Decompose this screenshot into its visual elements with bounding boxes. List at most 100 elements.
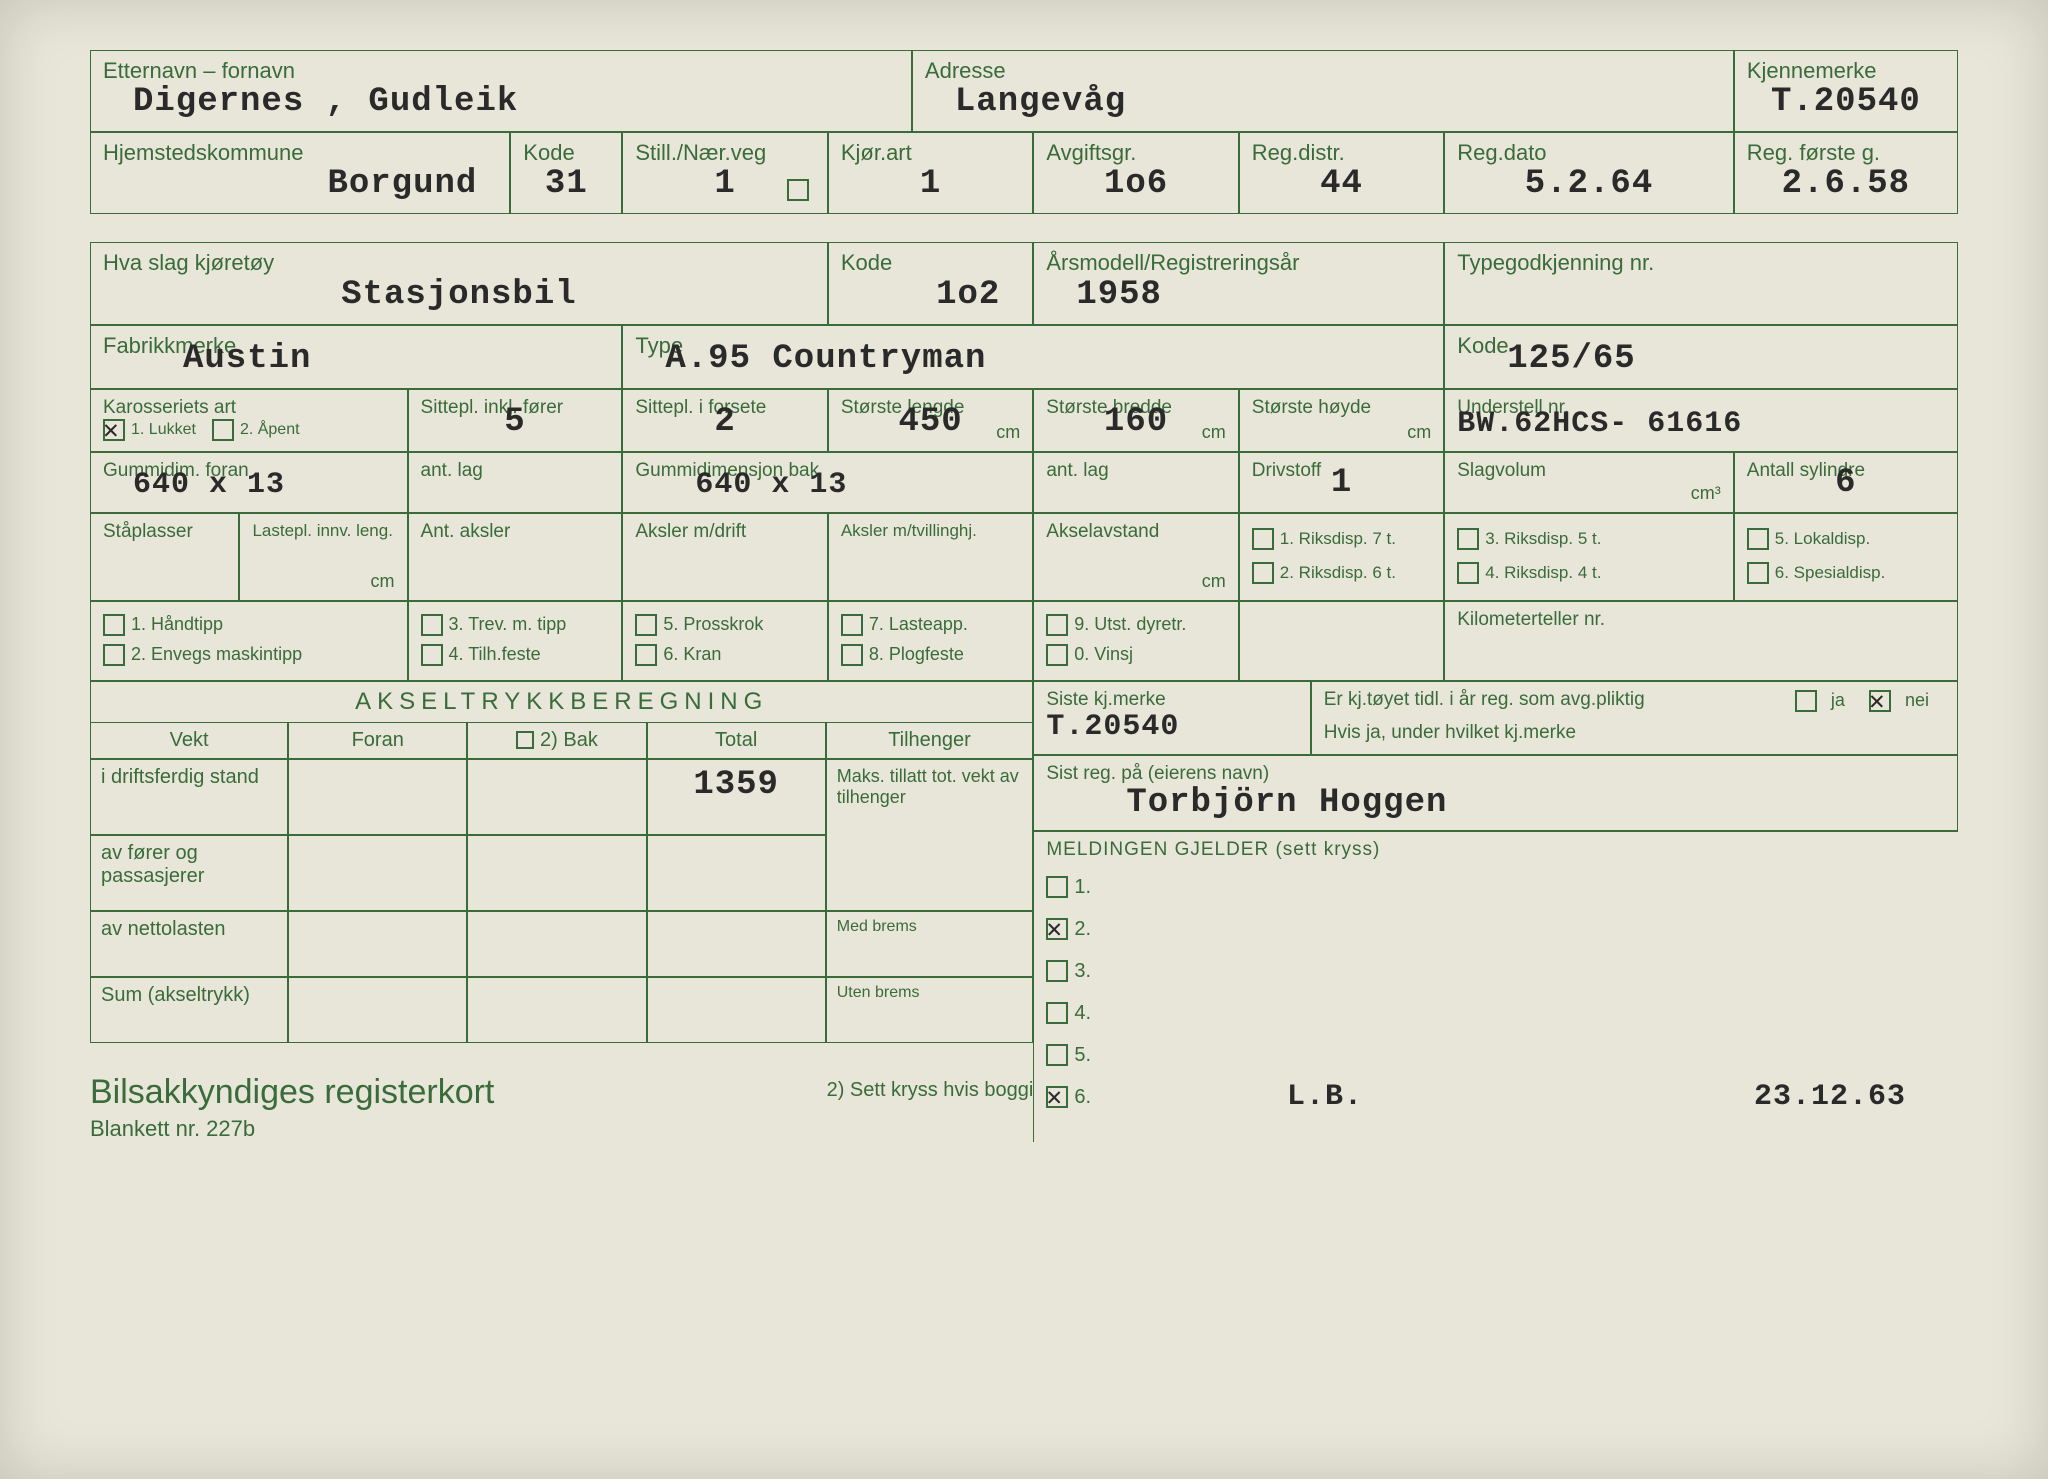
cell-antlagb: ant. lag (1033, 452, 1238, 513)
spesialdisp-chk[interactable] (1747, 562, 1769, 584)
lukket-checkbox[interactable] (103, 419, 125, 441)
cell-hjemsted: Hjemstedskommune Borgund (90, 132, 510, 214)
aksel-h-vekt: Vekt (90, 722, 288, 759)
cell-tipp-a: 1. Håndtipp 2. Envegs maskintipp (90, 601, 408, 681)
nei-label: nei (1905, 690, 1929, 711)
meld4-chk[interactable] (1046, 1002, 1068, 1024)
cell-sittepl: Sittepl. inkl. fører 5 (408, 389, 623, 452)
cell-understell: Understell nr. BW.62HCS- 61616 (1444, 389, 1958, 452)
regdato-label: Reg.dato (1457, 141, 1721, 165)
prosskrok-chk[interactable] (635, 614, 657, 636)
cell-riksdisp-c: 5. Lokaldisp. 6. Spesialdisp. (1734, 513, 1958, 601)
cell-regdistr: Reg.distr. 44 (1239, 132, 1444, 214)
etternavn-label: Etternavn – fornavn (103, 59, 899, 83)
riksdisp7-chk[interactable] (1252, 528, 1274, 550)
envegs-chk[interactable] (103, 644, 125, 666)
trev-chk[interactable] (421, 614, 443, 636)
aksel-h-foran: Foran (288, 722, 467, 759)
aksel-r3-total (647, 911, 826, 977)
kjennermerke-label: Kjennemerke (1747, 59, 1945, 83)
cell-sistreg: Sist reg. på (eierens navn) Torbjörn Hog… (1033, 755, 1958, 831)
aksel-header: AKSELTRYKKBEREGNING (90, 681, 1033, 722)
footnote-boggi: 2) Sett kryss hvis boggi (827, 1055, 1034, 1102)
spesialdisp-label: 6. Spesialdisp. (1775, 563, 1886, 582)
utst-chk[interactable] (1046, 614, 1068, 636)
regdistr-label: Reg.distr. (1252, 141, 1431, 165)
sylindre-value: 6 (1747, 464, 1945, 502)
lokaldisp-chk[interactable] (1747, 528, 1769, 550)
kode2-label: Kode (841, 251, 1020, 275)
meld6-chk[interactable] (1046, 1086, 1068, 1108)
riksdisp5-chk[interactable] (1457, 528, 1479, 550)
cell-tipp-f (1239, 601, 1444, 681)
envegs-label: 2. Envegs maskintipp (131, 644, 302, 664)
ja-checkbox[interactable] (1795, 690, 1817, 712)
nei-checkbox[interactable] (1869, 690, 1891, 712)
cell-gummif: Gummidim. foran 640 x 13 (90, 452, 408, 513)
meld3-chk[interactable] (1046, 960, 1068, 982)
meld5-chk[interactable] (1046, 1044, 1068, 1066)
antlagb-label: ant. lag (1046, 461, 1225, 482)
aksel-h-total: Total (647, 722, 826, 759)
card-title-block: Bilsakkyndiges registerkort Blankett nr.… (90, 1073, 827, 1142)
cell-regdato: Reg.dato 5.2.64 (1444, 132, 1734, 214)
handtipp-label: 1. Håndtipp (131, 614, 223, 634)
gummib-value: 640 x 13 (635, 468, 1020, 502)
cell-antlagf: ant. lag (408, 452, 623, 513)
meld5-label: 5. (1074, 1044, 1091, 1067)
cell-bredde: Største bredde 160 cm (1033, 389, 1238, 452)
cell-typegod: Typegodkjenning nr. (1444, 242, 1958, 324)
bredde-value: 160 (1046, 403, 1225, 441)
cell-arsmodell: Årsmodell/Registreringsår 1958 (1033, 242, 1444, 324)
cell-meldingen: MELDINGEN GJELDER (sett kryss) 1. 2. 3. … (1033, 831, 1958, 1142)
etternavn-value: Digernes , Gudleik (103, 83, 899, 121)
cell-tipp-e: 9. Utst. dyretr. 0. Vinsj (1033, 601, 1238, 681)
lengde-unit: cm (996, 422, 1020, 443)
cell-etternavn: Etternavn – fornavn Digernes , Gudleik (90, 50, 912, 132)
hvis-label: Hvis ja, under hvilket kj.merke (1324, 723, 1945, 744)
cell-riksdisp-b: 3. Riksdisp. 5 t. 4. Riksdisp. 4 t. (1444, 513, 1734, 601)
kran-chk[interactable] (635, 644, 657, 666)
bottom-section: AKSELTRYKKBEREGNING Vekt Foran 2) Bak To… (90, 681, 1958, 1142)
hjemsted-label: Hjemstedskommune (103, 141, 497, 165)
lastepl-unit: cm (371, 571, 395, 592)
cell-kmteller: Kilometerteller nr. (1444, 601, 1958, 681)
riksdisp6-label: 2. Riksdisp. 6 t. (1280, 563, 1396, 582)
adresse-value: Langevåg (925, 83, 1721, 121)
kjennermerke-value: T.20540 (1747, 83, 1945, 121)
cell-akstvilling: Aksler m/tvillinghj. (828, 513, 1033, 601)
handtipp-chk[interactable] (103, 614, 125, 636)
boggi-checkbox[interactable] (516, 731, 534, 749)
ja-label: ja (1831, 690, 1845, 711)
hoyde-unit: cm (1407, 422, 1431, 443)
riksdisp4-chk[interactable] (1457, 562, 1479, 584)
hjemsted-value: Borgund (103, 165, 497, 203)
tilh-chk[interactable] (421, 644, 443, 666)
aksel-r1-bak (467, 759, 646, 835)
sistekj-label: Siste kj.merke (1046, 690, 1297, 711)
cell-fabrikk: Fabrikkmerke Austin (90, 325, 622, 389)
hva-value: Stasjonsbil (103, 276, 815, 314)
apent-label: 2. Åpent (240, 421, 300, 439)
row-8: 1. Håndtipp 2. Envegs maskintipp 3. Trev… (90, 601, 1958, 681)
apent-checkbox[interactable] (212, 419, 234, 441)
trev-label: 3. Trev. m. tipp (449, 614, 567, 634)
aksel-r2-bak (467, 835, 646, 911)
lasteapp-label: 7. Lasteapp. (869, 614, 968, 634)
aksel-r3-bak (467, 911, 646, 977)
riksdisp6-chk[interactable] (1252, 562, 1274, 584)
meld2-chk[interactable] (1046, 918, 1068, 940)
row-header: Etternavn – fornavn Digernes , Gudleik A… (90, 50, 1958, 132)
plogfeste-chk[interactable] (841, 644, 863, 666)
cell-riksdisp-a: 1. Riksdisp. 7 t. 2. Riksdisp. 6 t. (1239, 513, 1444, 601)
lasteapp-chk[interactable] (841, 614, 863, 636)
cell-gummib: Gummidimensjon bak 640 x 13 (622, 452, 1033, 513)
cell-sitteplf: Sittepl. i forsete 2 (622, 389, 827, 452)
still-checkbox[interactable] (787, 179, 809, 201)
meld1-chk[interactable] (1046, 876, 1068, 898)
aksel-r3-foran (288, 911, 467, 977)
riksdisp4-label: 4. Riksdisp. 4 t. (1485, 563, 1601, 582)
vinsj-chk[interactable] (1046, 644, 1068, 666)
kmteller-label: Kilometerteller nr. (1457, 610, 1945, 631)
vinsj-label: 0. Vinsj (1074, 644, 1133, 664)
